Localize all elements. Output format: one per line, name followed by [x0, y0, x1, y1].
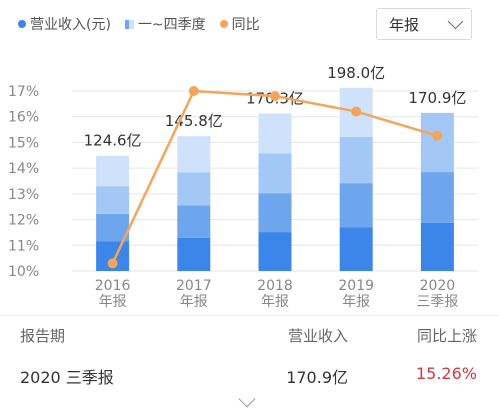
legend-yoy-label: 同比 [231, 17, 260, 33]
yoy-point [188, 86, 199, 96]
x-tick-label: 三季报 [416, 294, 458, 310]
yoy-point [432, 130, 443, 141]
y-tick-label: 12% [8, 213, 39, 229]
bar-value-label: 170.9亿 [408, 89, 466, 107]
yoy-dot-icon [219, 20, 228, 28]
period-select[interactable]: 年报 [376, 8, 472, 40]
bar-segment [177, 136, 211, 173]
x-tick-label: 2016 [95, 278, 131, 294]
x-tick-label: 2019 [338, 278, 374, 294]
yoy-point [270, 91, 280, 102]
bar-segment [339, 183, 373, 228]
revenue-dot-icon [18, 20, 26, 28]
revenue-chart: 10%11%12%13%14%15%16%17%124.6亿2016年报145.… [8, 64, 478, 310]
header-period: 报告期 [20, 327, 66, 345]
bar-value-label: 145.8亿 [165, 112, 223, 130]
bar-segment [339, 136, 373, 184]
y-tick-label: 10% [8, 264, 39, 280]
y-tick-label: 17% [8, 84, 39, 100]
y-tick-label: 16% [8, 110, 39, 126]
quarters-square-icon [124, 19, 134, 29]
bar-segment [339, 227, 373, 271]
expand-chevron-icon[interactable] [238, 390, 256, 408]
legend-revenue-label: 营业收入(元) [30, 17, 111, 33]
yoy-point [107, 258, 118, 269]
yoy-point [351, 106, 362, 117]
divider [0, 315, 499, 316]
header-change: 同比上涨 [416, 327, 477, 345]
bar-segment [96, 155, 130, 187]
row-revenue: 170.9亿 [286, 368, 348, 387]
x-tick-label: 2017 [176, 278, 212, 294]
bar-segment [177, 205, 211, 238]
legend-quarters[interactable]: 一~四季度 [124, 14, 206, 34]
chart-legend: 营业收入(元) 一~四季度 同比 [18, 13, 260, 35]
period-select-value: 年报 [389, 15, 420, 34]
bar-segment [420, 112, 454, 173]
x-tick-label: 2020 [420, 278, 456, 294]
legend-yoy[interactable]: 同比 [219, 14, 260, 34]
row-change: 15.26% [415, 364, 477, 383]
y-tick-label: 15% [8, 135, 39, 151]
header-revenue: 营业收入 [287, 327, 348, 345]
bar-value-label: 198.0亿 [327, 64, 385, 82]
bar-segment [420, 172, 454, 223]
x-tick-label: 年报 [261, 294, 289, 310]
legend-revenue[interactable]: 营业收入(元) [18, 14, 111, 34]
bar-segment [258, 232, 292, 271]
x-tick-label: 年报 [99, 294, 127, 310]
x-tick-label: 2018 [257, 278, 293, 294]
y-tick-label: 13% [8, 187, 39, 203]
bar-segment [96, 186, 130, 214]
bar-segment [258, 153, 292, 194]
bar-segment [420, 222, 454, 271]
y-tick-label: 14% [8, 161, 39, 177]
x-tick-label: 年报 [180, 294, 208, 310]
bar-segment [258, 193, 292, 233]
bar-segment [177, 172, 211, 206]
bar-value-label: 124.6亿 [84, 132, 142, 150]
x-tick-label: 年报 [342, 294, 370, 310]
bar-segment [96, 213, 130, 242]
bar-segment [258, 113, 292, 154]
legend-quarters-label: 一~四季度 [137, 17, 206, 33]
y-tick-label: 11% [8, 238, 39, 254]
row-period: 2020 三季报 [20, 368, 114, 387]
bar-segment [177, 237, 211, 271]
